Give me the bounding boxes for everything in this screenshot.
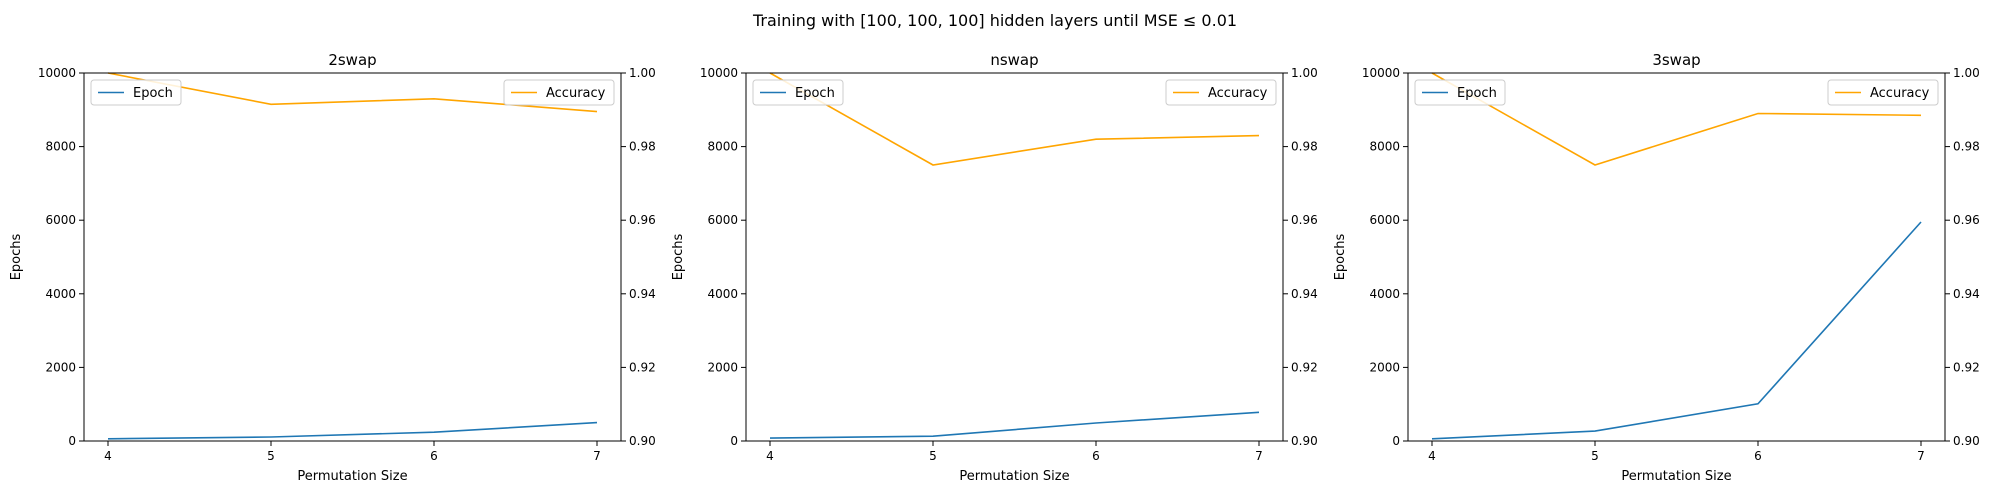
y-left-tick-label: 10000 — [38, 66, 76, 80]
x-tick-label: 7 — [1255, 449, 1263, 463]
y-right-tick-label: 0.96 — [1291, 213, 1318, 227]
legend-label: Epoch — [1457, 86, 1497, 101]
legend-box — [90, 79, 182, 106]
legend-epoch: Epoch — [752, 79, 844, 106]
y-axis-label: Epochs — [1333, 233, 1348, 280]
legend-box — [1165, 79, 1277, 106]
y-right-tick-label: 0.94 — [629, 287, 656, 301]
y-right-tick-label: 0.94 — [1953, 287, 1980, 301]
legend-label: Epoch — [133, 86, 173, 101]
series-line-epoch — [107, 421, 598, 440]
y-right-tick-label: 0.96 — [629, 213, 656, 227]
y-left-tick-label: 8000 — [1369, 140, 1400, 154]
y-right-tick-label: 0.98 — [629, 140, 656, 154]
y-left-tick-label: 4000 — [1369, 287, 1400, 301]
subplot-nswap: nswap 4 5 6 7 0 2000 4000 6000 8000 10000 0.90 0.92 0… — [671, 51, 1318, 484]
y-left-tick-label: 10000 — [700, 66, 738, 80]
x-axis-label: Permutation Size — [297, 469, 407, 484]
y-right-tick-label: 0.92 — [629, 360, 656, 374]
x-tick-label: 5 — [929, 449, 937, 463]
y-axis-label: Epochs — [671, 233, 686, 280]
y-axis-label: Epochs — [9, 233, 24, 280]
x-tick-label: 4 — [1428, 449, 1436, 463]
y-right-tick-label: 1.00 — [1291, 66, 1318, 80]
y-right-tick-label: 0.92 — [1291, 360, 1318, 374]
legend-epoch: Epoch — [1414, 79, 1506, 106]
x-tick-label: 6 — [430, 449, 438, 463]
axes-frame — [745, 72, 1284, 442]
y-left-tick-label: 0 — [1392, 434, 1400, 448]
y-right-tick-label: 0.90 — [1953, 434, 1980, 448]
y-right-tick-label: 0.90 — [629, 434, 656, 448]
axes-frame — [1407, 72, 1946, 442]
legend-box — [752, 79, 844, 106]
y-left-tick-label: 8000 — [707, 140, 738, 154]
y-right-tick-label: 1.00 — [629, 66, 656, 80]
y-left-tick-label: 10000 — [1362, 66, 1400, 80]
x-axis-label: Permutation Size — [1621, 469, 1731, 484]
x-tick-label: 7 — [593, 449, 601, 463]
legend-label: Accuracy — [1208, 86, 1268, 101]
series-line-accuracy — [1431, 72, 1922, 166]
y-left-tick-label: 2000 — [707, 360, 738, 374]
y-left-tick-label: 2000 — [1369, 360, 1400, 374]
legend-accuracy: Accuracy — [1165, 79, 1277, 106]
x-tick-label: 6 — [1092, 449, 1100, 463]
y-right-tick-label: 0.94 — [1291, 287, 1318, 301]
y-left-tick-label: 6000 — [707, 213, 738, 227]
y-left-tick-label: 6000 — [1369, 213, 1400, 227]
y-left-tick-label: 4000 — [45, 287, 76, 301]
subplot-3swap: 3swap 4 5 6 7 0 2000 4000 6000 8000 10000 0.90 0.92 0… — [1333, 51, 1980, 484]
x-tick-label: 4 — [104, 449, 112, 463]
legend-epoch: Epoch — [90, 79, 182, 106]
x-tick-label: 4 — [766, 449, 774, 463]
figure-title: Training with [100, 100, 100] hidden lay… — [752, 11, 1237, 30]
axes-frame — [83, 72, 622, 442]
legend-box — [503, 79, 615, 106]
y-right-tick-label: 1.00 — [1953, 66, 1980, 80]
legend-box — [1414, 79, 1506, 106]
legend-label: Accuracy — [1870, 86, 1930, 101]
y-left-tick-label: 8000 — [45, 140, 76, 154]
y-left-tick-label: 2000 — [45, 360, 76, 374]
x-axis-label: Permutation Size — [959, 469, 1069, 484]
y-right-tick-label: 0.98 — [1291, 140, 1318, 154]
legend-box — [1827, 79, 1939, 106]
y-right-tick-label: 0.96 — [1953, 213, 1980, 227]
y-right-tick-label: 0.92 — [1953, 360, 1980, 374]
legend-accuracy: Accuracy — [1827, 79, 1939, 106]
y-left-tick-label: 0 — [730, 434, 738, 448]
series-line-epoch — [1431, 221, 1922, 440]
legend-label: Epoch — [795, 86, 835, 101]
y-left-tick-label: 0 — [68, 434, 76, 448]
legend-label: Accuracy — [546, 86, 606, 101]
subplot-title: 3swap — [1652, 51, 1700, 69]
subplot-title: nswap — [990, 51, 1038, 69]
x-tick-label: 7 — [1917, 449, 1925, 463]
y-right-tick-label: 0.90 — [1291, 434, 1318, 448]
legend-accuracy: Accuracy — [503, 79, 615, 106]
x-tick-label: 5 — [267, 449, 275, 463]
y-left-tick-label: 4000 — [707, 287, 738, 301]
subplot-2swap: 2swap 4 5 6 7 0 2000 4000 6000 8000 10000 0.90 0.92 0… — [9, 51, 656, 484]
y-right-tick-label: 0.98 — [1953, 140, 1980, 154]
x-tick-label: 6 — [1754, 449, 1762, 463]
series-line-epoch — [769, 411, 1260, 439]
y-left-tick-label: 6000 — [45, 213, 76, 227]
x-tick-label: 5 — [1591, 449, 1599, 463]
series-line-accuracy — [769, 72, 1260, 166]
subplot-title: 2swap — [328, 51, 376, 69]
